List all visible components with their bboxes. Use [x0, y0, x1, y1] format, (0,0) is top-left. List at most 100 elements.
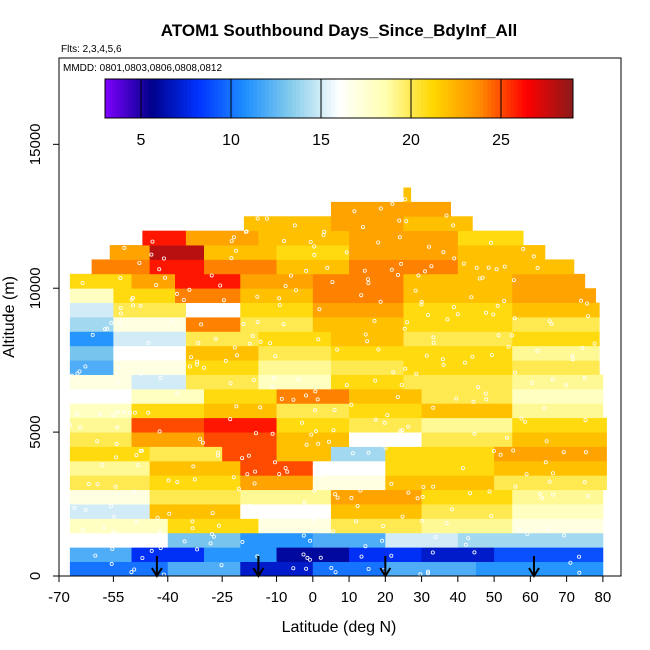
sample-marker	[403, 366, 408, 371]
sample-marker	[350, 451, 355, 456]
heat-cell	[312, 561, 386, 577]
sample-marker	[132, 567, 137, 572]
sample-marker	[366, 450, 371, 455]
colorbar-segment	[491, 79, 496, 118]
heat-cell	[512, 504, 604, 519]
sample-marker	[283, 465, 288, 470]
sample-marker	[216, 450, 221, 455]
colorbar-segment	[530, 79, 535, 118]
sample-marker	[373, 378, 378, 383]
colorbar-segment	[237, 79, 242, 118]
colorbar-segment	[167, 79, 172, 118]
heat-cell	[330, 518, 422, 534]
sample-marker	[582, 480, 587, 485]
sample-marker	[281, 322, 286, 327]
colorbar-segment	[381, 79, 387, 118]
heat-cell	[421, 518, 513, 534]
colorbar-segment	[198, 79, 203, 118]
colorbar-segment	[342, 79, 348, 118]
sample-marker	[252, 481, 257, 486]
sample-marker	[311, 518, 316, 523]
heat-cell	[385, 532, 459, 548]
heat-cell	[421, 547, 495, 563]
colorbar-segment	[549, 79, 554, 118]
sample-marker	[195, 547, 200, 552]
heat-cell	[512, 273, 586, 289]
sample-marker	[122, 394, 127, 399]
sample-marker	[167, 511, 172, 516]
heat-cell	[312, 317, 404, 332]
heat-cell	[312, 302, 404, 318]
sample-marker	[583, 450, 588, 455]
sample-marker	[247, 503, 252, 508]
sample-marker	[431, 340, 436, 345]
colorbar-segment	[467, 79, 473, 118]
sample-marker	[398, 428, 403, 433]
colorbar-segment	[241, 79, 246, 118]
sample-marker	[158, 375, 163, 380]
colorbar-segment	[541, 79, 547, 118]
sample-marker	[315, 397, 320, 402]
colorbar-segment	[534, 79, 539, 118]
sample-marker	[134, 453, 139, 458]
heat-cell	[512, 403, 604, 419]
sample-marker	[365, 277, 370, 282]
sample-markers	[67, 197, 597, 577]
sample-marker	[75, 371, 80, 376]
sample-marker	[585, 301, 590, 306]
sample-marker	[255, 294, 260, 299]
colorbar-segment	[393, 79, 398, 118]
colorbar-segment	[144, 79, 149, 118]
sample-marker	[355, 468, 360, 473]
sample-marker	[103, 327, 108, 332]
colorbar-segment	[354, 79, 359, 118]
sample-marker	[234, 353, 239, 358]
heat-cell	[312, 475, 386, 491]
sample-marker	[162, 275, 167, 280]
heat-cell	[113, 288, 176, 304]
sample-marker	[255, 216, 260, 221]
heat-cell	[512, 360, 600, 375]
heat-cell	[240, 504, 332, 519]
colorbar-segment	[428, 79, 434, 118]
sample-marker	[292, 223, 297, 228]
heat-cell	[167, 532, 241, 548]
sample-marker	[326, 439, 331, 444]
colorbar-segment	[346, 79, 352, 118]
colorbar-segment	[413, 79, 418, 118]
sample-marker	[134, 519, 139, 524]
sample-marker	[445, 317, 450, 322]
colorbar-segment	[483, 79, 488, 118]
sample-marker	[115, 410, 120, 415]
sample-marker	[441, 362, 446, 367]
colorbar-segment	[339, 79, 344, 118]
sample-marker	[277, 296, 282, 301]
heat-cell	[512, 345, 600, 361]
sample-marker	[122, 245, 127, 250]
colorbar-segment	[370, 79, 375, 118]
colorbar-segment	[214, 79, 219, 118]
heat-cell	[457, 532, 604, 548]
sample-marker	[199, 322, 204, 327]
colorbar-frame	[104, 78, 574, 119]
heat-cell	[240, 460, 314, 476]
dates-note: MMDD: 0801,0803,0806,0808,0812	[63, 63, 222, 74]
colorbar-segment	[288, 79, 293, 118]
x-tick-label: 60	[522, 589, 539, 606]
sample-marker	[207, 313, 212, 318]
sample-marker	[349, 495, 354, 500]
colorbar-segment	[432, 79, 437, 118]
sample-marker	[424, 353, 429, 358]
sample-marker	[102, 525, 107, 530]
heat-cell	[69, 547, 132, 563]
colorbar-segment	[280, 79, 285, 118]
sample-marker	[535, 348, 540, 353]
colorbar-segment	[569, 79, 574, 118]
sample-marker	[474, 265, 479, 270]
sample-marker	[344, 383, 349, 388]
heat-cell	[131, 388, 205, 404]
sample-marker	[420, 494, 425, 499]
heat-cell	[276, 403, 350, 419]
sample-marker	[363, 544, 368, 549]
sample-marker	[329, 566, 334, 571]
